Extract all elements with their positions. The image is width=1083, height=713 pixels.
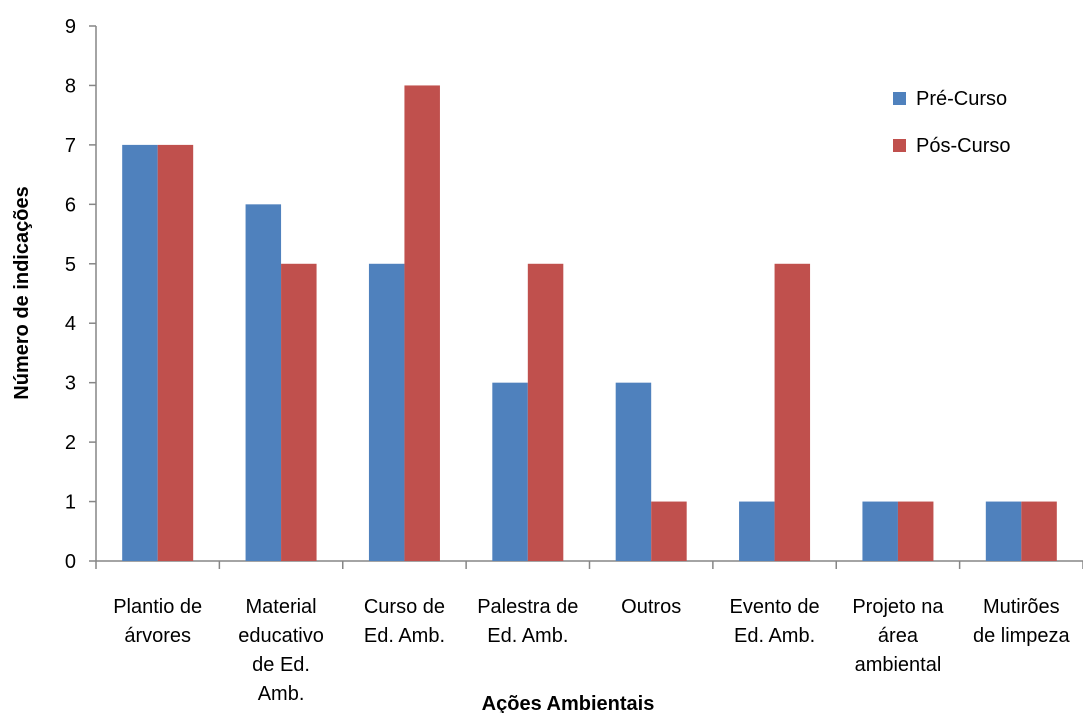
bar-pos-curso	[281, 263, 317, 561]
x-tick-label: Ed. Amb.	[487, 625, 568, 647]
y-tick-label: 9	[65, 16, 76, 38]
y-axis-title: Número de indicações	[11, 186, 33, 399]
bar-pos-curso	[774, 263, 811, 561]
x-tick-label: ambiental	[855, 654, 942, 676]
x-tick-label: Ed. Amb.	[364, 625, 445, 647]
x-tick-label: Evento de	[730, 596, 820, 618]
x-tick-label: Ed. Amb.	[734, 625, 815, 647]
bar-pre-curso	[492, 382, 528, 561]
bar-pos-curso	[1021, 501, 1057, 561]
x-tick-label: de limpeza	[973, 625, 1071, 647]
x-tick-label: Projeto na	[852, 596, 944, 618]
bar-pos-curso	[157, 144, 194, 561]
legend: Pré-Curso Pós-Curso	[893, 88, 1010, 157]
x-tick-label: Curso de	[364, 596, 445, 618]
x-tick-label: área	[878, 625, 919, 647]
legend-label: Pré-Curso	[916, 88, 1007, 110]
y-tick-label: 2	[65, 432, 76, 454]
y-tick-label: 7	[65, 135, 76, 157]
bar-pre-curso	[862, 501, 898, 561]
bar-pre-curso	[368, 263, 405, 561]
x-axis-title: Ações Ambientais	[482, 693, 655, 713]
y-tick-label: 5	[65, 254, 76, 276]
bar-pos-curso	[651, 501, 687, 561]
bars	[122, 85, 1057, 562]
y-tick-label: 8	[65, 75, 76, 97]
y-tick-label: 6	[65, 194, 76, 216]
x-tick-label: Material	[245, 596, 316, 618]
x-tick-label: Palestra de	[477, 596, 578, 618]
x-tick-label: Mutirões	[983, 596, 1060, 618]
bar-pre-curso	[739, 501, 775, 561]
x-tick-label: árvores	[124, 625, 191, 647]
bar-pos-curso	[404, 85, 440, 561]
legend-label: Pós-Curso	[916, 135, 1010, 157]
y-tick-label: 3	[65, 373, 76, 395]
x-tick-label: educativo	[238, 625, 324, 647]
x-tick-label: Amb.	[258, 683, 305, 705]
x-tick-label: Outros	[621, 596, 681, 618]
bar-pos-curso	[527, 263, 564, 561]
x-tick-label: de Ed.	[252, 654, 310, 676]
bar-pre-curso	[615, 382, 652, 561]
bar-pre-curso	[985, 501, 1022, 561]
x-tick-label: Plantio de	[113, 596, 202, 618]
labels: 0 1 2 3 4 5 6 7 8 9 Plantio de árvores Material educa…	[11, 16, 1071, 713]
legend-swatch	[893, 139, 906, 152]
bar-pre-curso	[245, 204, 282, 562]
y-tick-label: 1	[65, 492, 76, 514]
bar-pos-curso	[897, 501, 934, 561]
legend-swatch	[893, 92, 906, 105]
bar-pre-curso	[122, 144, 158, 561]
y-tick-label: 0	[65, 551, 76, 573]
y-tick-label: 4	[65, 313, 76, 335]
